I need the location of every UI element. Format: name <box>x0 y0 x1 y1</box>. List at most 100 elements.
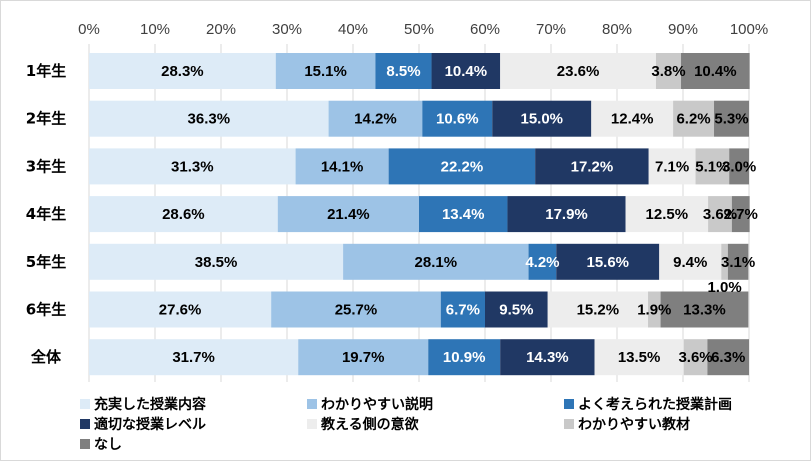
legend-swatch <box>307 399 317 409</box>
data-label: 10.4% <box>445 63 488 80</box>
x-tick-label: 30% <box>272 21 302 38</box>
data-label: 31.3% <box>171 158 214 175</box>
bar-segment <box>485 291 548 328</box>
bar-segment <box>683 339 708 376</box>
legend-swatch <box>564 419 574 429</box>
bar-segment <box>547 291 649 328</box>
x-tick-label: 80% <box>602 21 632 38</box>
legend-label: わかりやすい教材 <box>578 416 690 433</box>
bar-segment <box>625 196 709 233</box>
data-label: 9.4% <box>673 254 707 271</box>
category-label: 5年生 <box>26 253 66 271</box>
bar-segment <box>275 53 376 89</box>
bar-segment <box>659 243 722 280</box>
bar-segment <box>707 339 749 376</box>
bar-segment <box>298 339 429 376</box>
bar-segment <box>431 53 501 89</box>
bar-segment <box>375 53 432 89</box>
data-label: 17.2% <box>571 158 614 175</box>
data-label: 10.9% <box>443 349 486 366</box>
data-label: 1.9% <box>637 302 671 319</box>
bars <box>89 53 750 376</box>
data-label: 8.5% <box>386 63 420 80</box>
data-label: 19.7% <box>342 349 385 366</box>
data-label: 2.7% <box>724 206 758 223</box>
x-tick-label: 90% <box>668 21 698 38</box>
legend-label: 適切な授業レベル <box>94 416 206 433</box>
data-label: 7.1% <box>655 158 689 175</box>
bar-segment <box>428 339 501 376</box>
data-label: 14.2% <box>354 111 397 128</box>
data-label: 22.2% <box>441 158 484 175</box>
data-label: 13.4% <box>442 206 485 223</box>
x-tick-label: 60% <box>470 21 500 38</box>
legend-label: わかりやすい説明 <box>321 396 433 413</box>
bar-segment <box>89 291 272 328</box>
bar-segment <box>492 100 592 137</box>
category-label: 3年生 <box>26 157 66 175</box>
bar-segment <box>89 196 278 233</box>
legend-swatch <box>80 419 90 429</box>
legend-label: よく考えられた授業計画 <box>578 396 732 413</box>
bar-segment <box>708 196 732 233</box>
bar-segment <box>440 291 485 328</box>
bar-segment <box>271 291 441 328</box>
x-tick-label: 100% <box>730 21 768 38</box>
bar-segment <box>500 53 656 89</box>
data-label: 15.1% <box>304 63 347 80</box>
bar-segment <box>681 53 750 89</box>
data-label: 21.4% <box>327 206 370 223</box>
bar-segment <box>673 100 715 137</box>
data-label: 1.0% <box>707 279 741 296</box>
bar-segment <box>721 243 728 280</box>
data-label: 14.1% <box>321 158 364 175</box>
bar-segment <box>535 148 649 185</box>
data-label: 5.1% <box>695 158 729 175</box>
bar-segment <box>660 291 749 328</box>
data-label: 28.6% <box>162 206 205 223</box>
bar-segment <box>528 243 557 280</box>
bar-segment <box>89 339 299 376</box>
data-label: 15.6% <box>586 254 629 271</box>
data-label: 3.8% <box>651 63 685 80</box>
data-label: 12.5% <box>646 206 689 223</box>
bar-segment <box>556 243 660 280</box>
data-label: 15.2% <box>577 302 620 319</box>
bar-segment <box>727 243 749 280</box>
bar-segment <box>89 243 344 280</box>
data-label: 9.5% <box>499 302 533 319</box>
bar-segment <box>89 148 296 185</box>
category-label: 4年生 <box>26 205 66 223</box>
bar-segment <box>419 196 508 233</box>
data-label: 3.1% <box>721 254 755 271</box>
data-label: 36.3% <box>188 111 231 128</box>
x-tick-label: 20% <box>206 21 236 38</box>
bar-segment <box>594 339 684 376</box>
data-label: 3.0% <box>722 158 756 175</box>
bar-segment <box>729 148 749 185</box>
legend-swatch <box>564 399 574 409</box>
legend-label: 教える側の意欲 <box>321 416 419 433</box>
data-label: 6.7% <box>446 302 480 319</box>
bar-segment <box>295 148 389 185</box>
data-label: 10.6% <box>436 111 479 128</box>
bar-segment <box>591 100 674 137</box>
x-tick-label: 0% <box>78 21 100 38</box>
bar-segment <box>648 291 661 328</box>
bar-segment <box>277 196 419 233</box>
data-label: 23.6% <box>557 63 600 80</box>
legend-swatch <box>80 439 90 449</box>
data-label: 10.4% <box>694 63 737 80</box>
category-label: 2年生 <box>26 110 66 128</box>
bar-segment <box>422 100 493 137</box>
legend-swatch <box>307 419 317 429</box>
data-label: 6.2% <box>676 111 710 128</box>
bar-segment <box>507 196 626 233</box>
bar-segment <box>655 53 682 89</box>
data-label: 28.3% <box>161 63 204 80</box>
data-label: 15.0% <box>520 111 563 128</box>
bar-segment <box>695 148 730 185</box>
